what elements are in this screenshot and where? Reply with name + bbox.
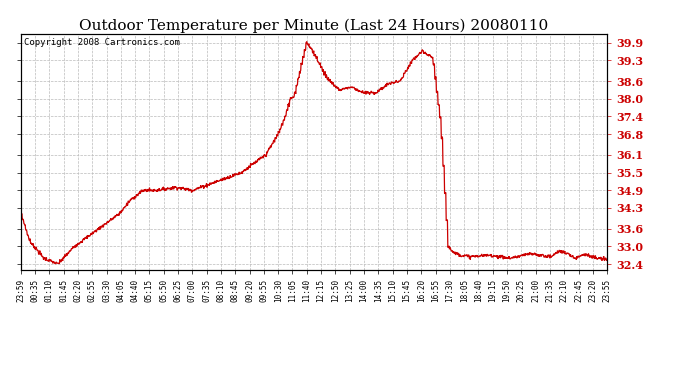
Text: Copyright 2008 Cartronics.com: Copyright 2008 Cartronics.com	[23, 39, 179, 48]
Title: Outdoor Temperature per Minute (Last 24 Hours) 20080110: Outdoor Temperature per Minute (Last 24 …	[79, 18, 549, 33]
